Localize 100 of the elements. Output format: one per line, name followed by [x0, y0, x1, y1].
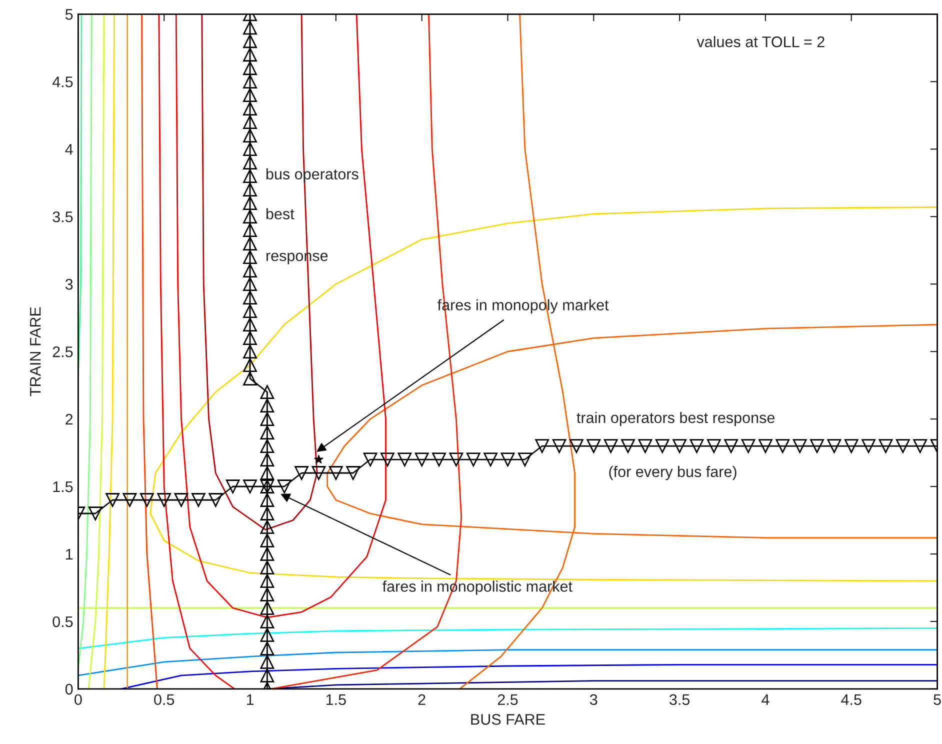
y-tick-label: 2: [66, 414, 73, 425]
y-tick-label: 0: [65, 684, 73, 695]
x-tick-label: 3: [590, 694, 598, 706]
point: [243, 20, 257, 35]
point: [260, 628, 274, 642]
point: [260, 588, 274, 602]
point: [844, 439, 858, 453]
point: [277, 480, 292, 494]
point: [260, 520, 274, 534]
point: [243, 88, 257, 102]
point: [243, 196, 257, 210]
x-axis-title: BUS FARE: [471, 714, 545, 725]
point: [706, 439, 721, 453]
line-series: [78, 628, 938, 650]
point: [260, 668, 274, 682]
x-tick-label: 3.5: [670, 694, 690, 706]
point: [243, 156, 257, 170]
point: [260, 493, 274, 507]
point: [260, 439, 274, 453]
x-tick-label: 1.5: [326, 694, 346, 706]
x-tick-label: 4: [762, 694, 770, 705]
point: [243, 331, 257, 345]
point: [621, 439, 635, 453]
x-tick-label: 0.5: [154, 694, 174, 706]
y-tick-label: 1.5: [53, 482, 73, 492]
point: [243, 169, 257, 184]
point: [672, 439, 687, 453]
point: [896, 439, 910, 453]
point: [260, 398, 274, 412]
point: [414, 452, 429, 466]
point: [690, 439, 704, 453]
point: [243, 223, 257, 238]
point: [878, 439, 893, 453]
point: [243, 74, 257, 89]
point: [260, 452, 274, 466]
y-tick-label: 3: [65, 278, 73, 290]
point: [88, 506, 102, 520]
point: [724, 439, 738, 453]
point: [913, 439, 928, 453]
point: [243, 102, 257, 116]
point: [260, 547, 274, 561]
point: [243, 358, 257, 372]
point: [638, 439, 652, 453]
point: [157, 493, 172, 507]
point: [380, 452, 394, 466]
point: [260, 655, 274, 669]
point: [243, 210, 257, 224]
point: [312, 466, 326, 480]
point: [260, 614, 274, 628]
x-tick-label: 0: [74, 694, 82, 706]
y-tick-label: 3.5: [52, 211, 73, 222]
point: [260, 574, 274, 588]
point: [260, 560, 274, 574]
point: [174, 493, 188, 507]
y-axis-title: TRAIN FARE: [30, 307, 41, 396]
point: [243, 142, 257, 156]
point: [243, 115, 257, 130]
annotation: values at TOLL = 2: [696, 36, 824, 48]
point: [346, 466, 360, 480]
point: [449, 452, 464, 466]
point: [260, 642, 274, 656]
x-tick-label: 4.5: [841, 694, 862, 706]
point: [243, 250, 257, 264]
y-tick-label: 4.5: [52, 76, 73, 88]
y-tick-label: 2.5: [52, 346, 73, 358]
point: [363, 452, 378, 466]
point: [243, 304, 257, 318]
point: [243, 372, 257, 386]
point: [243, 128, 257, 143]
point: [260, 506, 274, 520]
line-series: [103, 14, 115, 689]
x-tick-label: 2.5: [498, 694, 518, 706]
point: [570, 439, 584, 453]
point: [243, 48, 257, 62]
point: [208, 493, 223, 507]
point: [260, 426, 274, 440]
point: [776, 439, 790, 453]
point: [810, 439, 824, 453]
point: [192, 493, 206, 507]
point: [432, 452, 446, 466]
point: [243, 480, 257, 494]
line-series: [158, 14, 236, 689]
line-series: [150, 206, 938, 582]
point: [243, 344, 257, 358]
point: [243, 236, 257, 251]
point: [535, 439, 550, 453]
y-tick-label: 0.5: [52, 616, 73, 628]
point: [604, 439, 618, 453]
point: [260, 601, 274, 615]
line-series: [78, 649, 938, 676]
x-tick-label: 1: [246, 694, 254, 705]
point: [328, 466, 343, 480]
point: [586, 439, 601, 453]
x-tick-label: 5: [934, 694, 941, 706]
point: [260, 466, 274, 480]
point: [243, 264, 257, 278]
point: [655, 439, 670, 453]
point: [243, 182, 257, 197]
point: [260, 412, 274, 426]
y-tick-label: 5: [65, 9, 73, 20]
